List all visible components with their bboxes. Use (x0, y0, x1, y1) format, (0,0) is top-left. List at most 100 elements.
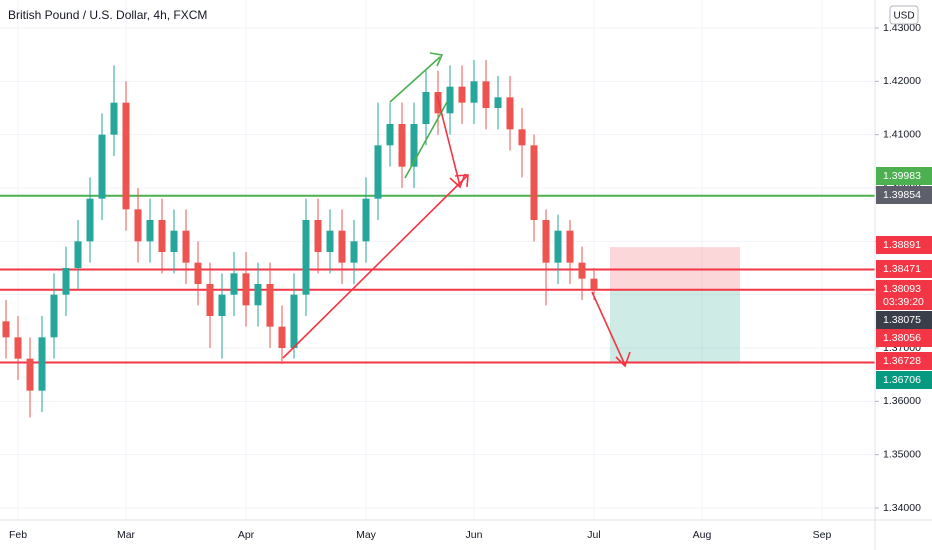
candle-body (338, 230, 346, 263)
candle-body (542, 220, 550, 263)
drawings (282, 52, 631, 368)
x-tick-label: Jun (466, 529, 483, 541)
x-tick-label: Apr (238, 529, 255, 541)
trend-arrow (436, 94, 461, 187)
target-zone (610, 289, 740, 363)
candle-body (74, 241, 82, 268)
price-label-box (876, 329, 932, 347)
candle-body (470, 81, 478, 103)
trend-arrow (389, 56, 441, 103)
price-label: 1.38075 (883, 314, 921, 326)
price-label: 1.38891 (883, 239, 921, 251)
candle-body (62, 268, 70, 295)
price-label: 1.38093 (883, 283, 921, 295)
candle-body (398, 124, 406, 167)
arrow-head (429, 52, 444, 67)
x-tick-label: Sep (813, 529, 832, 541)
chart-title: British Pound / U.S. Dollar, 4h, FXCM (8, 8, 207, 22)
position-zones (610, 247, 740, 363)
candle-body (374, 145, 382, 199)
price-label-box (876, 311, 932, 329)
stop-zone (610, 247, 740, 290)
y-tick-label: 1.34000 (883, 502, 921, 514)
candle-body (110, 102, 118, 135)
y-tick-label: 1.43000 (883, 22, 921, 34)
candle-body (122, 102, 130, 210)
price-label-box (876, 352, 932, 370)
candle-body (290, 294, 298, 348)
candle-body (242, 273, 250, 306)
trend-arrow (591, 291, 626, 366)
y-tick-label: 1.42000 (883, 75, 921, 87)
x-tick-label: Feb (9, 529, 27, 541)
candle-body (218, 294, 226, 316)
trend-arrow (282, 174, 469, 359)
price-label: 1.36728 (883, 355, 921, 367)
candle-body (14, 337, 22, 359)
candle-body (194, 262, 202, 284)
currency-box[interactable] (889, 5, 919, 25)
trend-line (404, 101, 448, 179)
candle-body (266, 284, 274, 327)
arrow-head (449, 173, 466, 189)
price-label-box (876, 236, 932, 254)
price-label: 1.38056 (883, 332, 921, 344)
price-label-box (876, 167, 932, 185)
candle-body (362, 198, 370, 242)
candle-body (386, 124, 394, 146)
price-labels: 1.39983 1.39854 1.38891 1.38471 1.3809303:39… (876, 167, 932, 389)
candle-body (434, 92, 442, 114)
y-tick-label: 1.36000 (883, 395, 921, 407)
price-label: 1.36706 (883, 374, 921, 386)
candle-body (494, 97, 502, 108)
candle-body (578, 262, 586, 279)
candle-body (206, 284, 214, 316)
price-label: 1.38471 (883, 263, 921, 275)
candle-body (518, 129, 526, 146)
countdown: 03:39:20 (883, 296, 924, 308)
candle-body (2, 321, 10, 338)
price-label-box (876, 260, 932, 278)
candle-body (278, 326, 286, 348)
candle-body (314, 220, 322, 252)
currency: USD (893, 11, 914, 22)
arrow-head (454, 174, 469, 188)
candle-body (590, 278, 598, 290)
candle-body (86, 198, 94, 242)
candle-body (146, 220, 154, 242)
candle-body (134, 209, 142, 242)
price-label-box (876, 371, 932, 389)
y-tick-label: 1.41000 (883, 128, 921, 140)
price-label-box (876, 280, 932, 310)
x-tick-label: Aug (693, 529, 712, 541)
x-tick-label: May (356, 529, 377, 541)
candle-body (422, 92, 430, 124)
candle-body (530, 145, 538, 220)
candle-body (410, 124, 418, 167)
candle-body (50, 294, 58, 338)
candle-body (170, 230, 178, 252)
price-label-box (876, 186, 932, 204)
y-tick-label: 1.35000 (883, 448, 921, 460)
x-tick-label: Jul (587, 529, 600, 541)
levels (0, 194, 875, 364)
candle-body (254, 284, 262, 306)
candle-body (182, 230, 190, 263)
x-tick-label: Mar (117, 529, 136, 541)
candle-body (482, 81, 490, 108)
price-label: 1.39854 (883, 189, 921, 201)
candle-body (158, 220, 166, 252)
candle-body (506, 97, 514, 130)
candles (2, 60, 598, 418)
candle-body (554, 230, 562, 263)
price-label: 1.39983 (883, 170, 921, 182)
candle-body (350, 241, 358, 263)
candle-body (98, 134, 106, 199)
candle-body (230, 273, 238, 295)
candle-body (566, 230, 574, 263)
candle-body (446, 86, 454, 114)
candle-body (38, 337, 46, 391)
candle-body (26, 358, 34, 391)
